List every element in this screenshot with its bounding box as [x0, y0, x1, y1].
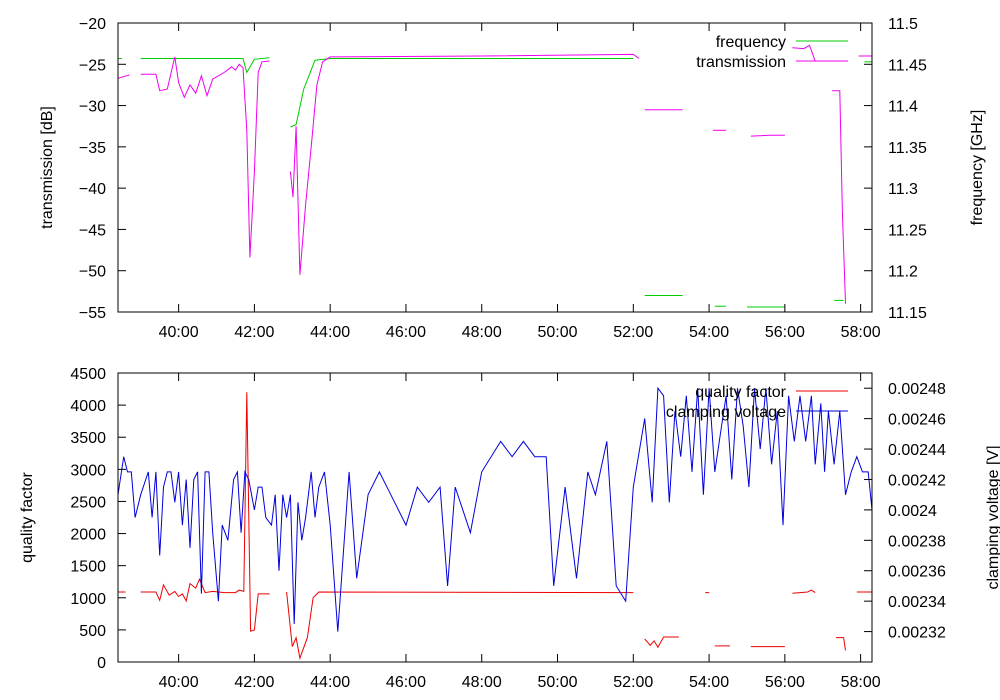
y2-tick-label: 11.4	[888, 99, 918, 116]
y2-tick-label: 11.15	[888, 305, 927, 322]
plot-frame	[117, 22, 873, 313]
legend-label: quality factor	[695, 384, 786, 401]
y2-axis-label: clamping voltage [V]	[985, 445, 1000, 589]
y-tick-label: −20	[79, 16, 106, 33]
y2-tick-label: 0.00232	[888, 625, 946, 642]
x-tick-label: 44:00	[310, 324, 350, 341]
legend-label: clamping voltage	[666, 404, 786, 421]
y2-tick-label: 0.00234	[888, 594, 946, 611]
series-quality-factor-segment-2	[286, 591, 634, 660]
y-tick-label: 3500	[70, 430, 106, 447]
y2-tick-label: 11.5	[888, 16, 918, 33]
y-tick-label: 0	[97, 655, 106, 672]
x-tick-label: 42:00	[234, 674, 274, 691]
series-frequency-segment-2	[290, 58, 634, 128]
y2-tick-label: 0.00238	[888, 533, 946, 550]
x-tick-label: 50:00	[537, 324, 577, 341]
x-tick-label: 42:00	[234, 324, 274, 341]
y2-tick-label: 11.25	[888, 222, 927, 239]
series-transmission-segment-6	[792, 44, 816, 62]
x-tick-label: 50:00	[537, 674, 577, 691]
plot-frame	[117, 372, 873, 663]
y2-tick-label: 11.2	[888, 264, 918, 281]
x-tick-label: 40:00	[159, 324, 199, 341]
x-tick-label: 54:00	[689, 324, 729, 341]
y2-axis-label: frequency [GHz]	[969, 110, 986, 226]
y-tick-label: −35	[79, 140, 106, 157]
x-tick-label: 54:00	[689, 674, 729, 691]
y-tick-label: −45	[79, 222, 106, 239]
y-tick-label: 4000	[70, 398, 106, 415]
x-tick-label: 46:00	[386, 324, 426, 341]
y2-tick-label: 0.00242	[888, 472, 946, 489]
x-tick-label: 58:00	[841, 674, 881, 691]
series-clamping-voltage-segment-0	[118, 386, 872, 632]
series-quality-factor-segment-3	[644, 636, 679, 649]
y-tick-label: −30	[79, 99, 106, 116]
y2-tick-label: 0.00246	[888, 412, 946, 429]
top-panel-transmission-frequency: 40:00 42:00 44:00 46:00 48:00 50:00 52:00 54:00…	[39, 16, 986, 341]
series-transmission-segment-5	[750, 134, 785, 137]
x-tick-label: 40:00	[159, 674, 199, 691]
x-tick-label: 48:00	[462, 324, 502, 341]
y2-tick-label: 11.35	[888, 140, 927, 157]
y-tick-label: 2500	[70, 494, 106, 511]
y2-tick-label: 0.00236	[888, 564, 946, 581]
y-tick-label: −50	[79, 264, 106, 281]
x-tick-label: 58:00	[841, 324, 881, 341]
y-tick-label: 500	[79, 623, 106, 640]
y-tick-label: −55	[79, 305, 106, 322]
y2-tick-label: 0.0024	[888, 503, 937, 520]
series-transmission-segment-0	[118, 74, 130, 79]
series-transmission-segment-1	[140, 56, 270, 258]
y-tick-label: 2000	[70, 527, 106, 544]
x-tick-label: 46:00	[386, 674, 426, 691]
series-transmission-segment-2	[289, 53, 640, 275]
x-tick-label: 44:00	[310, 674, 350, 691]
legend-label: transmission	[696, 54, 786, 71]
bottom-panel-quality-clamping: 40:00 42:00 44:00 46:00 48:00 50:00 52:00 54:00…	[19, 366, 1000, 691]
y-tick-label: 1500	[70, 559, 106, 576]
series-quality-factor-segment-7	[792, 589, 816, 594]
y2-tick-label: 11.45	[888, 57, 927, 74]
y-axis-label: transmission [dB]	[39, 106, 56, 229]
y-tick-label: −25	[79, 57, 106, 74]
series-quality-factor-segment-8	[836, 637, 846, 651]
x-tick-label: 48:00	[462, 674, 502, 691]
x-tick-label: 56:00	[765, 674, 805, 691]
series-quality-factor-segment-1	[140, 392, 270, 632]
y-tick-label: 3000	[70, 462, 106, 479]
y-axis-label: quality factor	[19, 471, 36, 562]
y2-tick-label: 0.00248	[888, 381, 946, 398]
series-frequency-segment-1	[140, 57, 270, 74]
y2-tick-label: 11.3	[888, 181, 918, 198]
legend-label: frequency	[716, 34, 786, 51]
series-transmission-segment-7	[832, 90, 846, 304]
x-tick-label: 52:00	[613, 324, 653, 341]
y2-tick-label: 0.00244	[888, 442, 946, 459]
y-tick-label: −40	[79, 181, 106, 198]
x-tick-label: 52:00	[613, 674, 653, 691]
y-tick-label: 1000	[70, 591, 106, 608]
y-tick-label: 4500	[70, 366, 106, 383]
x-tick-label: 56:00	[765, 324, 805, 341]
